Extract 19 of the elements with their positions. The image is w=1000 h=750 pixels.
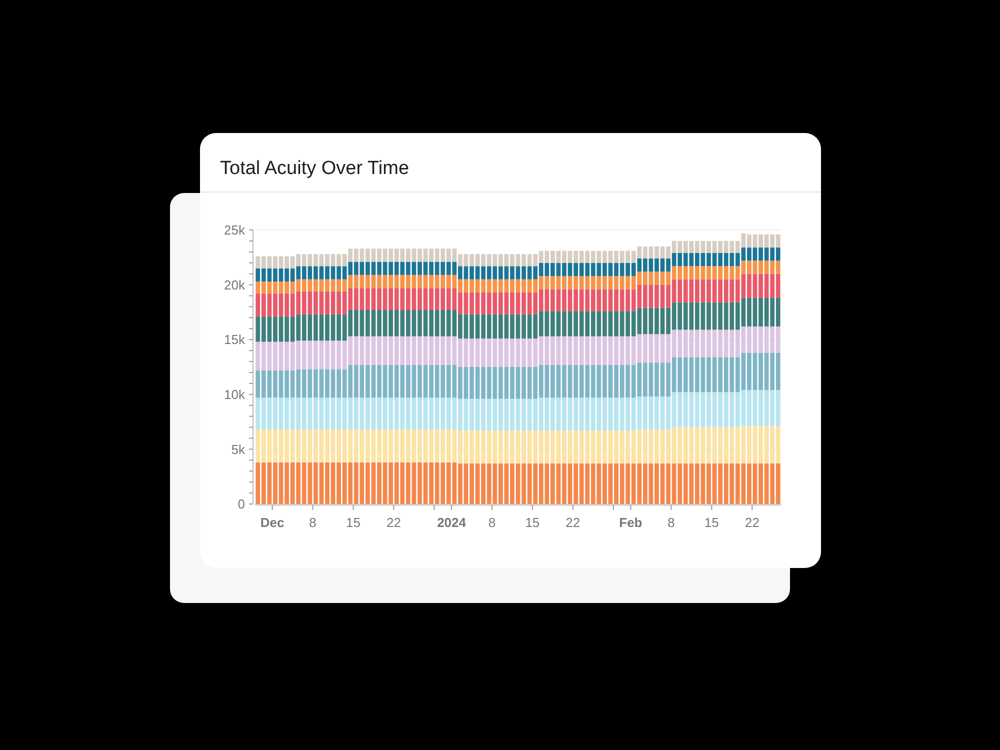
x-tick-label: 8	[309, 515, 316, 530]
y-tick-label: 10k	[224, 386, 246, 402]
x-tick-label: Dec	[260, 515, 284, 530]
x-tick-label: 8	[488, 515, 496, 530]
x-tick-label: 22	[566, 515, 580, 530]
x-tick-label: 15	[704, 515, 719, 530]
x-tick-label: Feb	[619, 515, 642, 530]
x-tick-label: 22	[744, 515, 760, 530]
y-tick-label: 0	[238, 496, 245, 512]
x-tick-label: 15	[346, 515, 360, 530]
x-tick-label: 15	[525, 515, 540, 530]
y-tick-label: 15k	[224, 332, 246, 348]
x-tick-label: 22	[386, 515, 401, 530]
y-tick-label: 5k	[231, 442, 246, 457]
y-tick-label: 20k	[224, 277, 246, 292]
x-tick-label: 8	[668, 515, 675, 530]
x-tick-label: 2024	[437, 515, 467, 530]
y-tick-label: 25k	[224, 222, 246, 238]
chart-title: Total Acuity Over Time	[220, 158, 410, 179]
